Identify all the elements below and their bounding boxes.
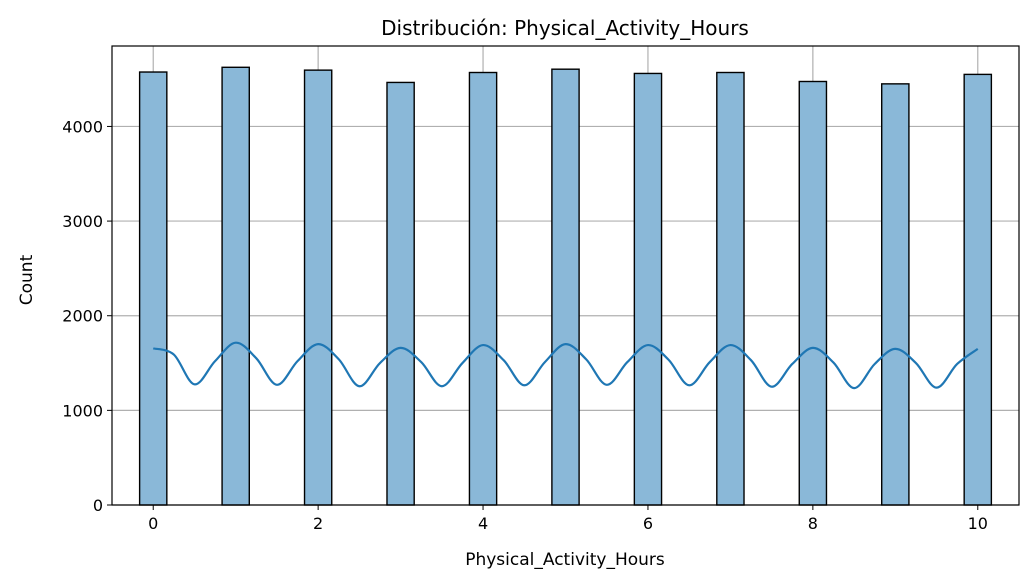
x-tick-label: 8 <box>808 514 818 533</box>
histogram-bar <box>798 80 828 506</box>
y-tick-label: 3000 <box>62 212 103 231</box>
histogram-bar <box>138 71 168 506</box>
histogram-bar <box>221 66 250 506</box>
y-axis-label: Count <box>17 254 37 305</box>
x-tick-label: 4 <box>478 514 488 533</box>
histogram-bar <box>386 81 415 506</box>
x-tick-label: 2 <box>313 514 323 533</box>
bar-group <box>138 66 993 506</box>
x-tick-label: 10 <box>968 514 988 533</box>
histogram-bar <box>963 73 993 506</box>
x-axis-label: Physical_Activity_Hours <box>465 550 665 570</box>
histogram-bar <box>468 71 498 506</box>
y-axis-ticks: 0 1000 2000 3000 4000 <box>62 117 112 515</box>
x-axis-ticks: 0 2 4 6 8 10 <box>148 505 988 533</box>
plot-frame <box>111 45 1020 506</box>
chart-title: Distribución: Physical_Activity_Hours <box>381 16 749 40</box>
y-tick-label: 2000 <box>62 307 103 326</box>
y-tick-label: 4000 <box>62 117 103 136</box>
x-tick-label: 0 <box>148 514 158 533</box>
histogram-bar <box>303 69 333 506</box>
x-tick-label: 6 <box>643 514 653 533</box>
kde-line <box>152 341 979 390</box>
histogram-bar <box>551 68 580 506</box>
histogram-bar <box>633 72 663 506</box>
histogram-bar <box>881 83 910 506</box>
y-tick-label: 1000 <box>62 401 103 420</box>
kde-group <box>152 341 979 390</box>
y-tick-label: 0 <box>93 496 103 515</box>
histogram-bar <box>716 71 745 506</box>
